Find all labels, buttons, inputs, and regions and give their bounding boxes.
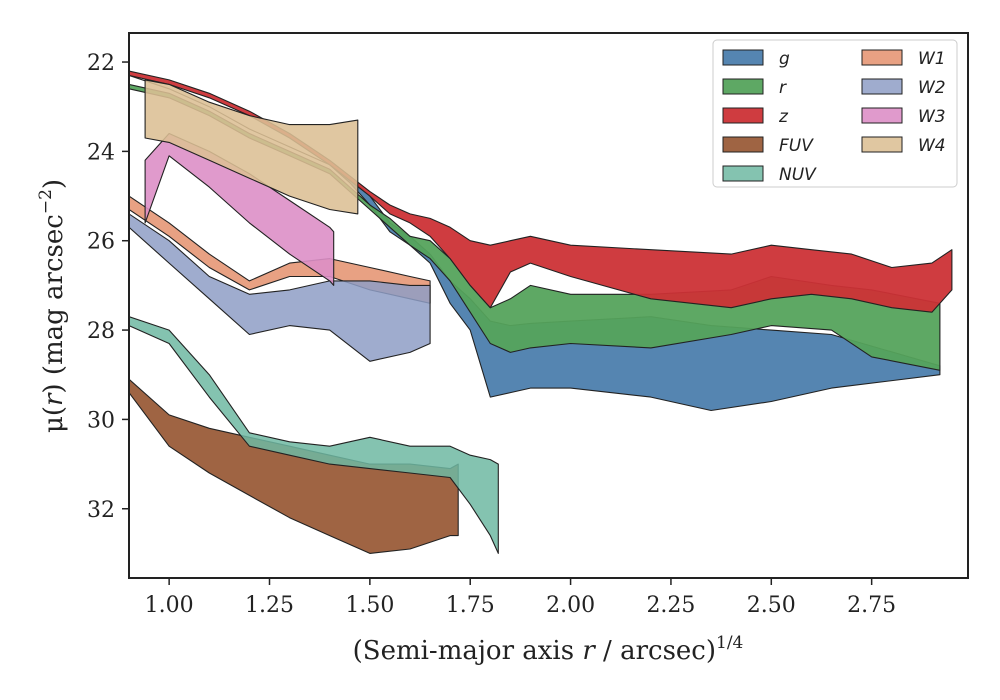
band-w4 bbox=[144, 79, 359, 215]
legend-swatch bbox=[722, 165, 764, 182]
x-tick-label: 1.50 bbox=[345, 593, 394, 618]
legend-label: r bbox=[779, 78, 787, 98]
y-axis-label: μ(r) (mag arcsec−2) bbox=[36, 179, 69, 433]
legend-item-g: g bbox=[722, 49, 790, 69]
legend-label: g bbox=[779, 49, 790, 69]
x-tick-label: 1.00 bbox=[145, 593, 194, 618]
x-tick-label: 2.50 bbox=[747, 593, 796, 618]
legend-item-w4: W4 bbox=[861, 136, 946, 156]
legend-label: NUV bbox=[779, 165, 817, 185]
legend-swatch bbox=[722, 107, 764, 124]
x-axis-label: (Semi-major axis r / arcsec)1/4 bbox=[353, 633, 744, 666]
legend-swatch bbox=[861, 136, 903, 153]
legend: grz FUV NUV W1 W2 W3 W4 bbox=[712, 39, 958, 188]
x-tick-label: 2.00 bbox=[546, 593, 595, 618]
x-tick-label: 1.25 bbox=[245, 593, 294, 618]
legend-swatch bbox=[861, 107, 903, 124]
y-tick-label: 32 bbox=[87, 498, 115, 523]
legend-swatch bbox=[722, 136, 764, 153]
legend-swatch bbox=[861, 49, 903, 66]
legend-swatch bbox=[722, 78, 764, 95]
y-axis: 22 24 26 28 30 32 bbox=[87, 51, 129, 523]
plot-frame bbox=[128, 32, 969, 579]
legend-label: W2 bbox=[918, 78, 946, 98]
legend-item-nuv: NUV bbox=[722, 165, 817, 185]
legend-item-w1: W1 bbox=[861, 49, 946, 69]
y-tick-label: 30 bbox=[87, 408, 115, 433]
legend-item-z: z bbox=[722, 107, 789, 127]
legend-label: W4 bbox=[918, 136, 946, 156]
x-axis: 1.00 1.25 1.50 1.75 2.00 2.25 2.50 2.75 bbox=[145, 578, 896, 618]
legend-item-w2: W2 bbox=[861, 78, 946, 98]
legend-label: W1 bbox=[918, 49, 946, 69]
band-layer bbox=[129, 70, 953, 554]
legend-swatch bbox=[861, 78, 903, 95]
y-tick-label: 28 bbox=[87, 319, 115, 344]
legend-label: W3 bbox=[918, 107, 946, 127]
x-tick-label: 2.75 bbox=[847, 593, 896, 618]
legend-label: FUV bbox=[779, 136, 814, 156]
legend-item-w3: W3 bbox=[861, 107, 946, 127]
band-z bbox=[129, 70, 953, 313]
legend-item-r: r bbox=[722, 78, 787, 98]
x-tick-label: 1.75 bbox=[446, 593, 495, 618]
band-w2 bbox=[129, 213, 431, 362]
legend-swatch bbox=[722, 49, 764, 66]
x-tick-label: 2.25 bbox=[646, 593, 695, 618]
y-tick-label: 24 bbox=[87, 140, 115, 165]
y-tick-label: 22 bbox=[87, 51, 115, 76]
y-tick-label: 26 bbox=[87, 230, 115, 255]
legend-item-fuv: FUV bbox=[722, 136, 814, 156]
legend-label: z bbox=[778, 107, 789, 127]
band-nuv bbox=[129, 316, 499, 554]
